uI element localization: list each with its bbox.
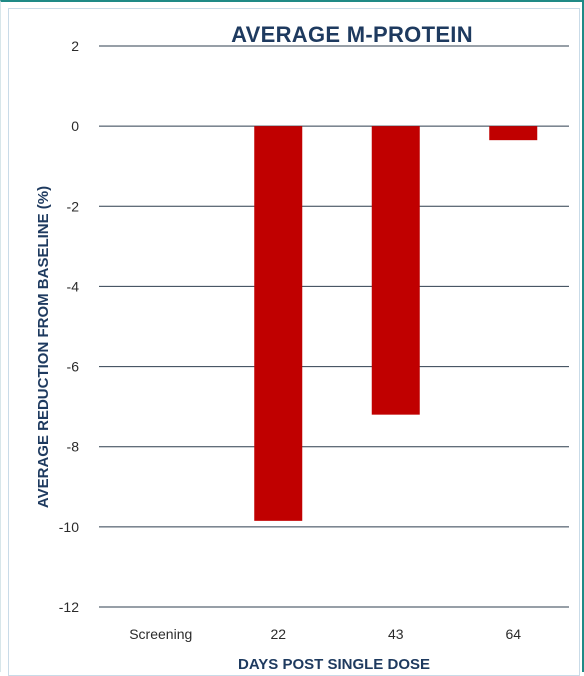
y-tick-label: -2 [67, 198, 80, 214]
x-tick-label: 43 [388, 626, 404, 642]
bar-22 [254, 126, 303, 521]
x-tick-label: 22 [270, 626, 286, 642]
y-tick-label: -8 [67, 439, 80, 455]
chart-title: AVERAGE M-PROTEIN [231, 22, 473, 47]
bars-layer [254, 126, 538, 521]
y-tick-label: 0 [71, 118, 79, 134]
bar-64 [489, 126, 538, 141]
y-axis-title: AVERAGE REDUCTION FROM BASELINE (%) [35, 186, 52, 508]
y-tick-labels: 2 0 -2 -4 -6 -8 -10 -12 [59, 38, 79, 615]
y-tick-label: -10 [59, 519, 79, 535]
y-tick-label: -6 [67, 359, 80, 375]
x-tick-labels: Screening 22 43 64 [129, 626, 521, 642]
y-tick-label: -12 [59, 599, 79, 615]
x-axis-title: DAYS POST SINGLE DOSE [238, 656, 430, 673]
x-tick-label: 64 [505, 626, 521, 642]
bar-43 [371, 126, 420, 415]
x-tick-label: Screening [129, 626, 192, 642]
y-tick-label: -4 [67, 278, 80, 294]
y-tick-label: 2 [71, 38, 79, 54]
